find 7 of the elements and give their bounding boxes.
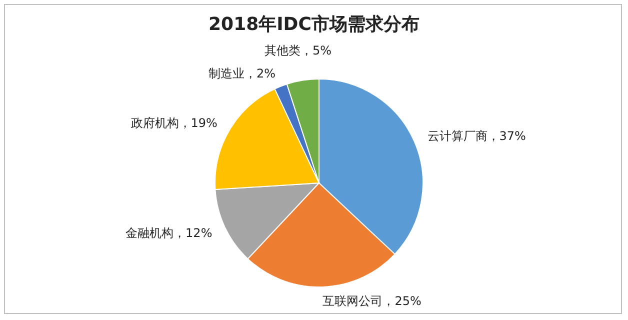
slice-label: 云计算厂商，37%	[427, 129, 526, 144]
slice-label: 制造业，2%	[208, 66, 276, 80]
slice-label: 互联网公司，25%	[322, 294, 422, 308]
slice-label: 政府机构，19%	[130, 116, 218, 130]
slice-label: 金融机构，12%	[126, 226, 212, 240]
chart-title: 2018年IDC市场需求分布	[208, 13, 420, 36]
slice-label: 其他类，5%	[264, 44, 332, 58]
